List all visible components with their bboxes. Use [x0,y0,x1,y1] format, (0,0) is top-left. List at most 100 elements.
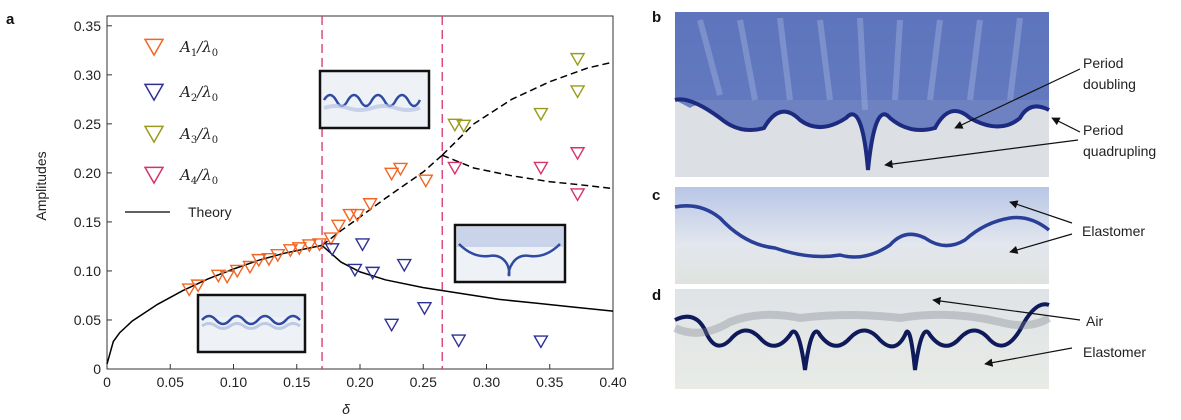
marker-a1 [383,167,400,182]
panel-label-b: b [652,9,661,26]
x-tick-label: 0.20 [346,374,373,390]
y-tick-label: 0.10 [74,263,101,279]
marker-a1 [219,270,235,285]
y-tick-label: 0.25 [74,116,101,132]
x-tick-label: 0.10 [220,374,247,390]
x-tick-label: 0.15 [283,374,310,390]
guide-lines [321,16,443,369]
arrow-period-quadrupling [884,139,1079,169]
panel-label-a: a [6,11,15,28]
theory-base-curve [106,244,323,365]
legend-marker-a4 [143,166,165,185]
x-tick-label: 0.30 [473,374,500,390]
y-tick-label: 0.05 [74,312,101,328]
marker-a3 [447,118,463,133]
marker-a2 [383,318,400,333]
legend: A1/λ0 A2/λ0 A3/λ0 A4/λ0 Theory [125,38,232,220]
marker-a1 [229,264,246,279]
inset-quadrupling-wave [453,223,567,284]
marker-a1 [210,269,227,284]
legend-marker-a3 [143,125,165,144]
marker-a2 [354,238,371,252]
marker-a1 [181,283,197,297]
marker-a2 [324,243,340,257]
photo-d [673,289,1052,389]
chart-a: 0 0.05 0.10 0.15 0.20 0.25 0.30 0.35 0.40 00.050… [33,15,627,417]
y-tick-label: 0 [93,361,101,377]
marker-a2 [533,335,549,349]
x-tick-label: 0 [103,374,111,390]
y-tick-label: 0.30 [74,67,101,83]
x-tick-label: 0.05 [157,374,184,390]
marker-a1 [242,260,258,275]
marker-a2 [347,263,363,278]
legend-label-a2: A2/λ0 [178,83,218,104]
marker-a1 [301,239,318,253]
marker-a4 [569,147,586,161]
arrow-period-doubling-right [1051,117,1081,133]
panel-label-d: d [652,287,661,304]
inset-flat-wave [196,293,307,354]
data-markers [181,52,586,349]
marker-a1 [311,238,328,252]
marker-a1 [261,252,277,267]
x-axis-ticks: 0 0.05 0.10 0.15 0.20 0.25 0.30 0.35 0.40 [103,364,627,390]
plot-frame [106,15,614,370]
legend-marker-a1 [143,38,165,57]
legend-label-theory: Theory [188,204,232,220]
arrow-air [932,296,1081,321]
marker-a1 [251,253,267,268]
y-tick-label: 0.15 [74,214,101,230]
marker-a2 [450,334,467,348]
label-air: Air [1086,313,1103,329]
arrow-period-doubling [954,68,1081,129]
marker-a1 [392,162,409,177]
marker-a3 [533,107,549,122]
marker-a1 [282,244,299,258]
legend-label-a1: A1/λ0 [178,38,218,59]
x-tick-label: 0.25 [410,374,437,390]
arrow-elastomer-d [984,347,1073,367]
legend-marker-a2 [143,83,165,102]
marker-a2 [364,266,381,281]
y-tick-label: 0.20 [74,165,101,181]
legend-label-a3: A3/λ0 [178,125,218,146]
marker-a4 [447,161,463,176]
x-axis-label: δ [342,401,350,417]
theory-lower-bifurcation [441,154,614,190]
label-period-quadrupling: Period quadrupling [1083,122,1156,159]
marker-a1 [323,232,339,246]
marker-a4 [533,161,549,176]
marker-a2 [416,301,433,316]
arrow-elastomer-c-bottom [1009,233,1073,254]
marker-a3 [456,119,472,134]
marker-a1 [330,219,347,234]
x-tick-label: 0.40 [599,374,626,390]
label-elastomer-c: Elastomer [1082,223,1145,239]
marker-a1 [342,208,358,223]
y-axis-label: Amplitudes [33,151,49,220]
x-tick-label: 0.35 [536,374,563,390]
marker-a1 [270,249,286,263]
marker-a1 [362,198,378,212]
photo-b [674,12,1050,177]
theory-upper-bifurcation [441,61,614,156]
marker-a2 [396,258,412,273]
theory-upper-branch [321,154,443,246]
marker-a1 [190,279,206,293]
arrow-elastomer-c-top [1009,200,1073,224]
y-tick-label: 0.35 [74,18,101,34]
photo-c [674,187,1051,284]
marker-a1 [291,242,307,256]
inset-doubling-wave [318,69,431,130]
label-period-doubling: Period doubling [1083,55,1136,92]
marker-a1 [349,208,366,223]
marker-a1 [418,174,434,188]
panel-label-c: c [652,187,660,204]
legend-label-a4: A4/λ0 [178,166,218,187]
label-elastomer-d: Elastomer [1083,344,1146,360]
marker-a3 [569,85,586,99]
marker-a3 [569,52,586,67]
y-axis-ticks: 0 0.05 0.10 0.15 0.20 0.25 0.30 0.35 [74,18,112,377]
